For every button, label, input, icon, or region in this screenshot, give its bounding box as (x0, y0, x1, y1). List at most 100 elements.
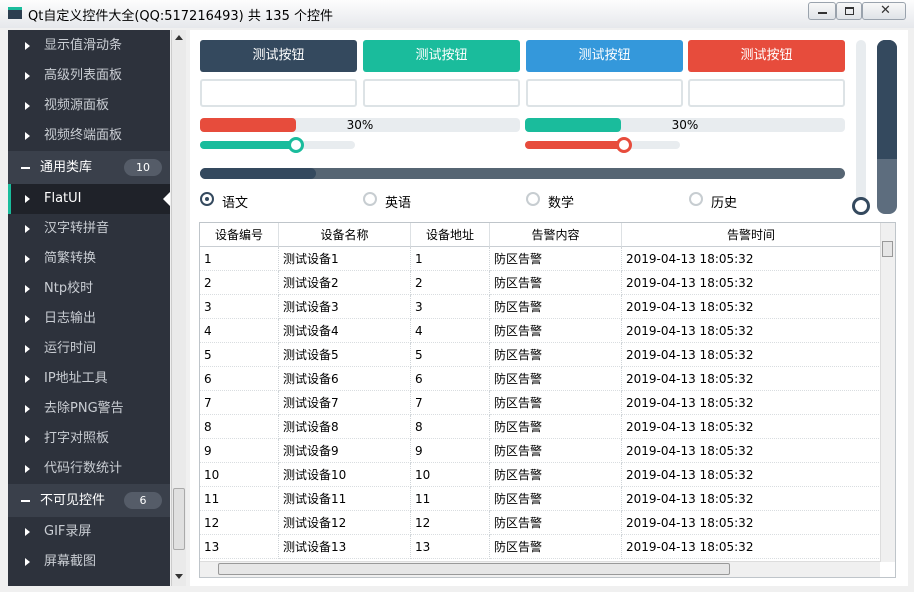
nav-label: 去除PNG警告 (44, 401, 124, 416)
nav-label: 不可见控件 (40, 493, 106, 508)
column-header[interactable]: 设备地址 (411, 223, 490, 247)
test-button[interactable]: 测试按钮 (363, 40, 520, 72)
table-cell: 12 (411, 511, 490, 535)
nav-item[interactable]: 去除PNG警告 (8, 394, 170, 424)
slider-fill (525, 141, 625, 149)
progress-label: 30% (346, 118, 374, 132)
table-cell: 1 (200, 247, 279, 271)
nav-item[interactable]: 视频终端面板 (8, 121, 170, 151)
nav-item[interactable]: 屏幕截图 (8, 547, 170, 577)
table-cell: 2019-04-13 18:05:32 (622, 367, 881, 391)
table-cell: 防区告警 (490, 295, 622, 319)
nav-label: 高级列表面板 (44, 68, 123, 83)
arrow-icon (25, 315, 30, 323)
radio-button[interactable] (689, 192, 703, 206)
close-button[interactable]: ✕ (862, 2, 906, 20)
hscroll-thumb[interactable] (218, 563, 730, 575)
nav-item[interactable]: 打字对照板 (8, 424, 170, 454)
table-cell: 2 (200, 271, 279, 295)
nav-scrollbar[interactable] (171, 30, 186, 586)
table-cell: 2019-04-13 18:05:32 (622, 391, 881, 415)
nav-item[interactable]: 视频源面板 (8, 91, 170, 121)
table-cell: 2019-04-13 18:05:32 (622, 247, 881, 271)
table-cell: 10 (411, 463, 490, 487)
table-cell: 防区告警 (490, 415, 622, 439)
group-icon (21, 167, 30, 169)
radio-label: 语文 (222, 196, 249, 211)
progress-label: 30% (671, 118, 699, 132)
arrow-icon (25, 465, 30, 473)
table-cell: 防区告警 (490, 487, 622, 511)
nav-label: 打字对照板 (44, 431, 110, 446)
long-slider[interactable] (200, 168, 845, 179)
nav-item[interactable]: IP地址工具 (8, 364, 170, 394)
slider-handle[interactable] (288, 137, 305, 153)
line-edit[interactable] (526, 79, 683, 107)
line-edit[interactable] (363, 79, 520, 107)
table-cell: 防区告警 (490, 439, 622, 463)
nav-group[interactable]: 不可见控件 6 (8, 484, 170, 517)
nav-item[interactable]: 代码行数统计 (8, 454, 170, 484)
radio-button[interactable] (526, 192, 540, 206)
slider-track[interactable] (200, 137, 355, 153)
nav-label: 视频源面板 (44, 98, 110, 113)
arrow-icon (25, 225, 30, 233)
nav-item[interactable]: 简繁转换 (8, 244, 170, 274)
table-cell: 5 (200, 343, 279, 367)
table-cell: 3 (411, 295, 490, 319)
table-cell: 测试设备9 (279, 439, 411, 463)
nav-item[interactable]: 运行时间 (8, 334, 170, 364)
minimize-button[interactable] (808, 2, 836, 20)
nav-item[interactable]: 汉字转拼音 (8, 214, 170, 244)
table-vscrollbar[interactable] (880, 223, 895, 562)
table-cell: 2019-04-13 18:05:32 (622, 487, 881, 511)
arrow-icon (25, 132, 30, 140)
arrow-icon (25, 195, 30, 203)
table-cell: 10 (200, 463, 279, 487)
slider-fill (200, 141, 297, 149)
radio-button[interactable] (200, 192, 214, 206)
nav-item[interactable]: FlatUI (8, 184, 170, 214)
test-button[interactable]: 测试按钮 (200, 40, 357, 72)
column-header[interactable]: 告警内容 (490, 223, 622, 247)
column-header[interactable]: 告警时间 (622, 223, 881, 247)
nav-label: 运行时间 (44, 341, 97, 356)
nav-group[interactable]: 通用类库 10 (8, 151, 170, 184)
nav-item[interactable]: GIF录屏 (8, 517, 170, 547)
slider-track[interactable] (525, 137, 680, 153)
progress-fill (525, 118, 621, 132)
nav-label: 日志输出 (44, 311, 97, 326)
app-icon (8, 7, 22, 19)
table-cell: 13 (411, 535, 490, 559)
table-cell: 测试设备4 (279, 319, 411, 343)
column-header[interactable]: 设备名称 (279, 223, 411, 247)
test-button[interactable]: 测试按钮 (526, 40, 683, 72)
device-table: 设备编号 设备名称 设备地址 告警内容 告警时间 1 测试设备1 1 防区告警 2019-04-1… (199, 222, 896, 578)
test-button[interactable]: 测试按钮 (688, 40, 845, 72)
maximize-button[interactable] (836, 2, 862, 20)
table-cell: 2019-04-13 18:05:32 (622, 439, 881, 463)
column-header[interactable]: 设备编号 (200, 223, 279, 247)
table-cell: 防区告警 (490, 271, 622, 295)
vertical-slider[interactable] (852, 40, 870, 215)
table-cell: 防区告警 (490, 367, 622, 391)
radio-button[interactable] (363, 192, 377, 206)
nav-label: 屏幕截图 (44, 554, 97, 569)
table-cell: 9 (200, 439, 279, 463)
nav-item[interactable]: 高级列表面板 (8, 61, 170, 91)
table-cell: 测试设备13 (279, 535, 411, 559)
vscroll-thumb[interactable] (882, 241, 893, 257)
arrow-icon (25, 345, 30, 353)
table-cell: 2019-04-13 18:05:32 (622, 535, 881, 559)
slider-handle[interactable] (616, 137, 633, 153)
table-cell: 11 (411, 487, 490, 511)
scroll-thumb[interactable] (173, 488, 185, 550)
nav-item[interactable]: 显示值滑动条 (8, 31, 170, 61)
nav-item[interactable]: Ntp校时 (8, 274, 170, 304)
radio-label: 英语 (385, 196, 412, 211)
line-edit[interactable] (200, 79, 357, 107)
arrow-icon (25, 375, 30, 383)
nav-item[interactable]: 日志输出 (8, 304, 170, 334)
line-edit[interactable] (688, 79, 845, 107)
